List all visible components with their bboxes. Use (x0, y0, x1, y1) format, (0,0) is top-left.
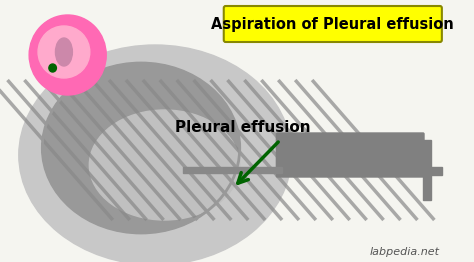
Text: Aspiration of Pleural effusion: Aspiration of Pleural effusion (211, 17, 454, 31)
Bar (183, 167, 282, 173)
FancyBboxPatch shape (224, 6, 442, 42)
Ellipse shape (42, 63, 240, 233)
Ellipse shape (89, 110, 240, 220)
FancyBboxPatch shape (276, 133, 424, 177)
Ellipse shape (29, 15, 106, 95)
Ellipse shape (55, 38, 73, 66)
Text: Pleural effusion: Pleural effusion (175, 119, 310, 134)
Bar (423, 140, 430, 200)
Ellipse shape (19, 45, 292, 262)
Bar (421, 167, 442, 175)
Text: labpedia.net: labpedia.net (369, 247, 439, 257)
Ellipse shape (49, 64, 56, 72)
Ellipse shape (38, 26, 90, 78)
